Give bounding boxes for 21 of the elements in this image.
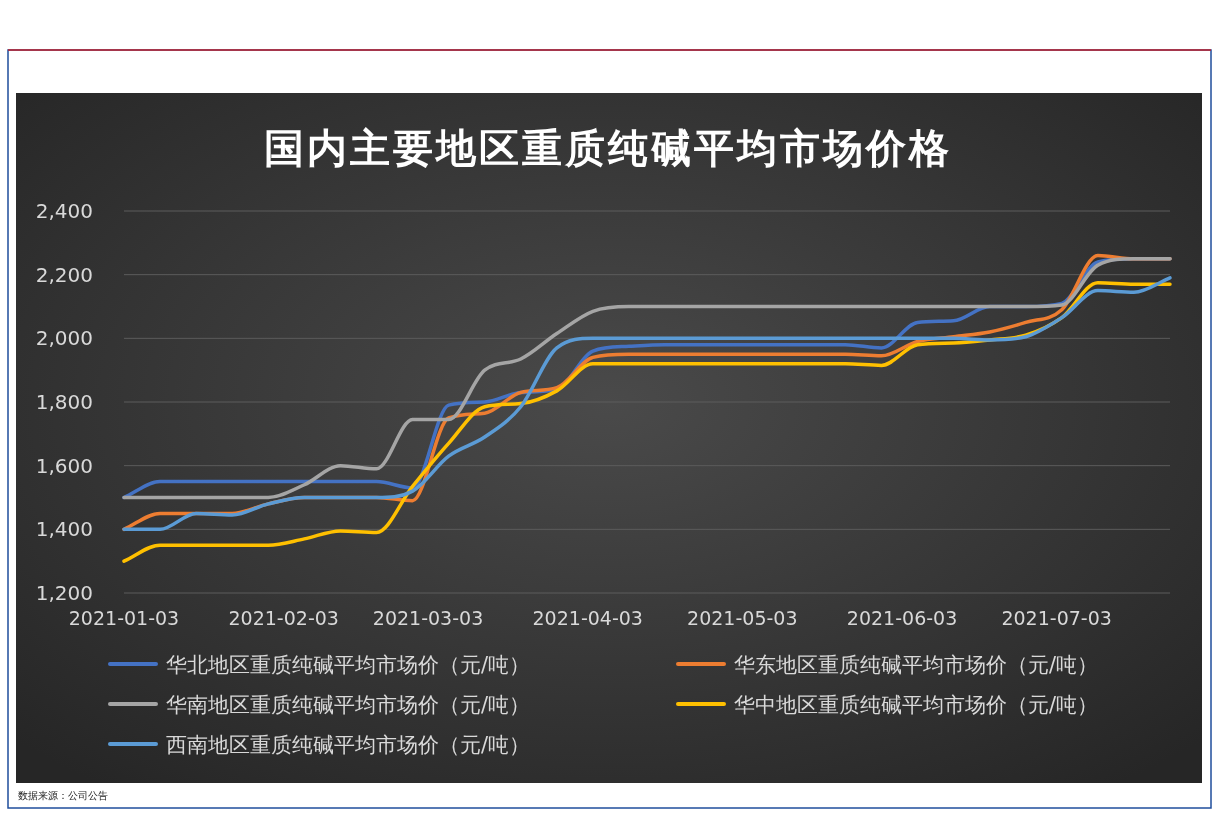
y-tick-label: 2,200 [35, 262, 93, 287]
y-tick-label: 1,600 [35, 453, 93, 478]
legend-label: 华东地区重质纯碱平均市场价（元/吨） [734, 653, 1099, 677]
y-tick-label: 2,400 [35, 199, 93, 223]
x-tick-label: 2021-04-03 [532, 607, 643, 629]
x-tick-label: 2021-02-03 [228, 607, 339, 629]
x-tick-label: 2021-07-03 [1001, 607, 1112, 629]
legend-label: 西南地区重质纯碱平均市场价（元/吨） [166, 733, 531, 757]
x-tick-label: 2021-03-03 [372, 607, 484, 629]
y-tick-label: 1,800 [35, 390, 93, 414]
chart-title: 国内主要地区重质纯碱平均市场价格 [264, 125, 952, 171]
legend-label: 华南地区重质纯碱平均市场价（元/吨） [166, 693, 531, 717]
y-tick-label: 1,400 [35, 517, 93, 542]
legend-label: 华中地区重质纯碱平均市场价（元/吨） [734, 693, 1099, 717]
y-tick-label: 2,000 [35, 326, 93, 351]
source-note: 数据来源：公司公告 [18, 790, 108, 801]
y-tick-label: 1,200 [35, 581, 93, 605]
x-tick-label: 2021-06-03 [846, 607, 958, 629]
x-tick-label: 2021-05-03 [687, 607, 798, 629]
legend-label: 华北地区重质纯碱平均市场价（元/吨） [166, 653, 531, 677]
x-tick-label: 2021-01-03 [68, 607, 180, 629]
